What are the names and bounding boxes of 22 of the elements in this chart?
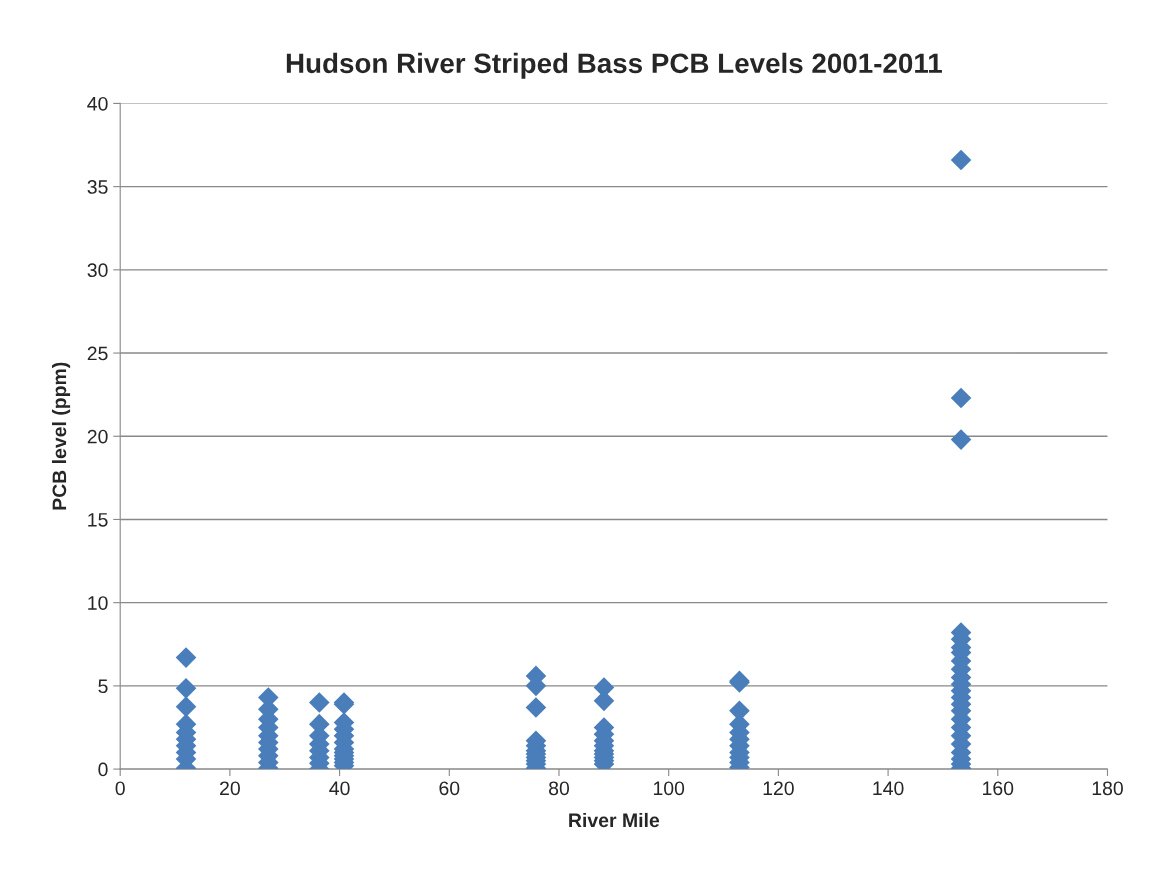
x-tick-label: 40 [329, 781, 350, 796]
x-tick-label: 0 [115, 781, 125, 796]
y-tick-label: 5 [98, 679, 108, 694]
y-tick-label: 20 [87, 429, 108, 444]
y-tick-label: 10 [88, 596, 108, 610]
y-tick-label: 40 [87, 96, 108, 111]
x-tick-label: 180 [1092, 781, 1123, 796]
x-tick-label: 140 [873, 781, 904, 796]
y-axis-title: PCB level (ppm) [51, 362, 71, 510]
x-tick-label: 60 [439, 781, 460, 796]
y-tick-label: 30 [87, 263, 108, 278]
x-tick-label: 80 [549, 781, 570, 796]
y-tick-label: 35 [87, 180, 108, 194]
y-tick-label: 25 [87, 346, 108, 361]
y-tick-label: 15 [88, 513, 108, 527]
chart-title: Hudson River Striped Bass PCB Levels 2001-2011 [286, 52, 942, 79]
x-tick-label: 100 [653, 781, 685, 796]
x-tick-label: 20 [220, 781, 240, 796]
x-tick-label: 160 [983, 781, 1014, 796]
y-tick-label: 0 [98, 762, 108, 777]
x-axis-title: River Mile [569, 812, 660, 828]
x-tick-label: 120 [763, 781, 794, 796]
